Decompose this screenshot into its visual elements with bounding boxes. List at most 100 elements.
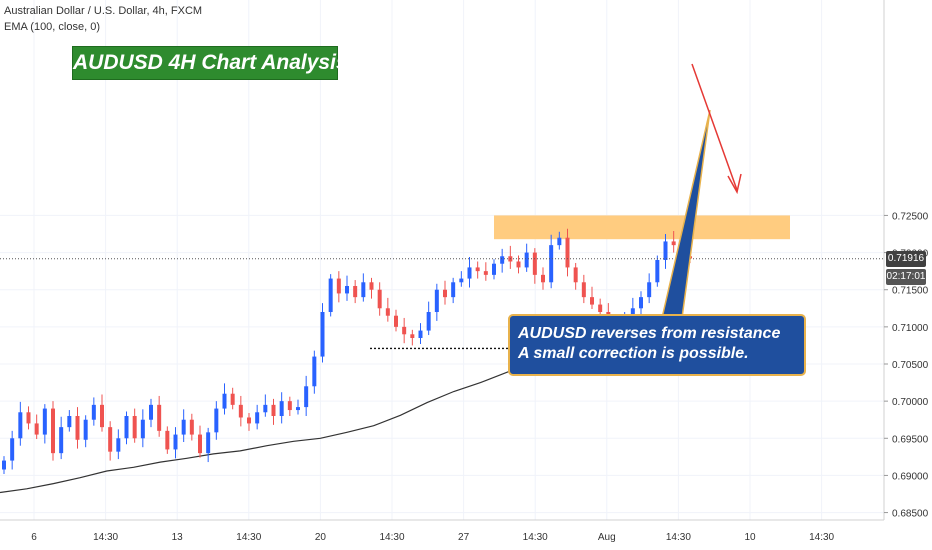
candle-body bbox=[214, 408, 219, 433]
candle-body bbox=[377, 289, 382, 309]
candle-body bbox=[639, 297, 643, 309]
y-tick-label: 0.71000 bbox=[892, 323, 929, 334]
candle-body bbox=[345, 286, 349, 294]
bearish-arrow-line bbox=[691, 63, 738, 191]
candle-body bbox=[492, 263, 496, 275]
candle-body bbox=[165, 430, 170, 450]
candle-body bbox=[467, 267, 472, 279]
candle-body bbox=[181, 419, 186, 435]
candle-body bbox=[230, 393, 235, 405]
callout-line-2: A small correction is possible. bbox=[518, 345, 749, 362]
candle-body bbox=[336, 278, 341, 294]
candle-body bbox=[91, 404, 96, 420]
candle-body bbox=[10, 438, 15, 461]
analysis-callout: AUDUSD reverses from resistance A small … bbox=[508, 314, 806, 376]
callout-line-1: AUDUSD reverses from resistance bbox=[518, 325, 781, 342]
y-tick-label: 0.70000 bbox=[892, 397, 929, 408]
candle-body bbox=[410, 334, 415, 338]
candle-body bbox=[630, 308, 635, 320]
candle-body bbox=[483, 271, 488, 275]
candle-body bbox=[67, 416, 72, 428]
resistance-zone bbox=[494, 215, 790, 240]
y-tick-label: 0.72500 bbox=[892, 211, 929, 222]
candle-body bbox=[549, 245, 554, 283]
candle-body bbox=[198, 434, 202, 454]
candle-body bbox=[296, 407, 300, 411]
candle-body bbox=[573, 267, 578, 283]
candle-body bbox=[443, 289, 447, 298]
x-tick-label: 10 bbox=[744, 532, 756, 543]
candle-body bbox=[402, 326, 407, 335]
candle-body bbox=[426, 312, 431, 331]
candle-body bbox=[2, 460, 6, 470]
x-tick-label: 6 bbox=[31, 532, 37, 543]
candle-body bbox=[418, 330, 423, 338]
candle-body bbox=[394, 315, 398, 327]
symbol-title: Australian Dollar / U.S. Dollar, 4h, FXC… bbox=[4, 5, 203, 17]
candle-body bbox=[361, 282, 366, 298]
candle-body bbox=[524, 252, 529, 268]
candle-body bbox=[124, 416, 129, 439]
x-tick-label: 14:30 bbox=[236, 532, 261, 543]
candle-body bbox=[26, 412, 31, 424]
candle-body bbox=[132, 416, 137, 439]
candle-body bbox=[100, 404, 104, 428]
candle-body bbox=[189, 419, 194, 435]
last-price-tag: 0.71916 bbox=[886, 250, 926, 267]
candle-body bbox=[353, 286, 358, 298]
chart-title-banner: AUDUSD 4H Chart Analysis bbox=[72, 46, 348, 80]
candle-body bbox=[173, 434, 178, 450]
time-axis[interactable]: 6 14:30 13 14:30 20 14:30 27 14:30 Aug 14:30 10 14:… bbox=[31, 532, 834, 543]
ema-indicator-label[interactable]: EMA (100, close, 0) bbox=[4, 21, 100, 33]
candle-body bbox=[516, 261, 521, 268]
bearish-arrow-head bbox=[727, 173, 742, 195]
candle-body bbox=[222, 393, 227, 409]
candle-body bbox=[312, 356, 317, 387]
candle-body bbox=[149, 404, 153, 420]
candle-body bbox=[108, 427, 113, 452]
x-tick-label: 14:30 bbox=[666, 532, 691, 543]
candle-body bbox=[581, 282, 586, 298]
candle-body bbox=[663, 241, 668, 260]
candle-body bbox=[287, 401, 292, 411]
callout-pointer bbox=[661, 109, 711, 319]
candle-body bbox=[565, 237, 570, 268]
candle-body bbox=[647, 282, 652, 298]
candle-body bbox=[263, 404, 268, 413]
candle-body bbox=[532, 252, 537, 275]
x-tick-label: 13 bbox=[172, 532, 184, 543]
candle-body bbox=[475, 267, 480, 272]
x-tick-label: 14:30 bbox=[379, 532, 404, 543]
y-tick-label: 0.68500 bbox=[892, 509, 929, 520]
candle-body bbox=[83, 419, 88, 440]
x-tick-label: 14:30 bbox=[809, 532, 834, 543]
candle-body bbox=[157, 404, 162, 431]
candle-body bbox=[255, 412, 260, 424]
candle-body bbox=[320, 312, 325, 357]
candle-body bbox=[655, 260, 660, 283]
candle-body bbox=[671, 241, 676, 246]
candle-body bbox=[590, 297, 594, 305]
candle-body bbox=[59, 427, 64, 454]
candle-body bbox=[271, 404, 276, 416]
x-tick-label: Aug bbox=[598, 532, 616, 543]
candle-body bbox=[238, 404, 243, 418]
candle-body bbox=[598, 304, 603, 312]
candle-body bbox=[279, 401, 284, 416]
x-tick-label: 14:30 bbox=[523, 532, 548, 543]
candle-body bbox=[451, 282, 456, 298]
x-tick-label: 14:30 bbox=[93, 532, 118, 543]
candle-body bbox=[116, 438, 121, 452]
bar-countdown-tag: 02:17:01 bbox=[886, 268, 926, 285]
candle-body bbox=[304, 386, 309, 408]
candle-body bbox=[206, 432, 211, 454]
y-tick-label: 0.71500 bbox=[892, 286, 929, 297]
x-tick-label: 27 bbox=[458, 532, 470, 543]
candle-body bbox=[459, 278, 464, 283]
candle-body bbox=[369, 282, 374, 290]
candle-body bbox=[42, 408, 47, 435]
candle-body bbox=[51, 408, 55, 454]
candle-body bbox=[541, 274, 545, 283]
